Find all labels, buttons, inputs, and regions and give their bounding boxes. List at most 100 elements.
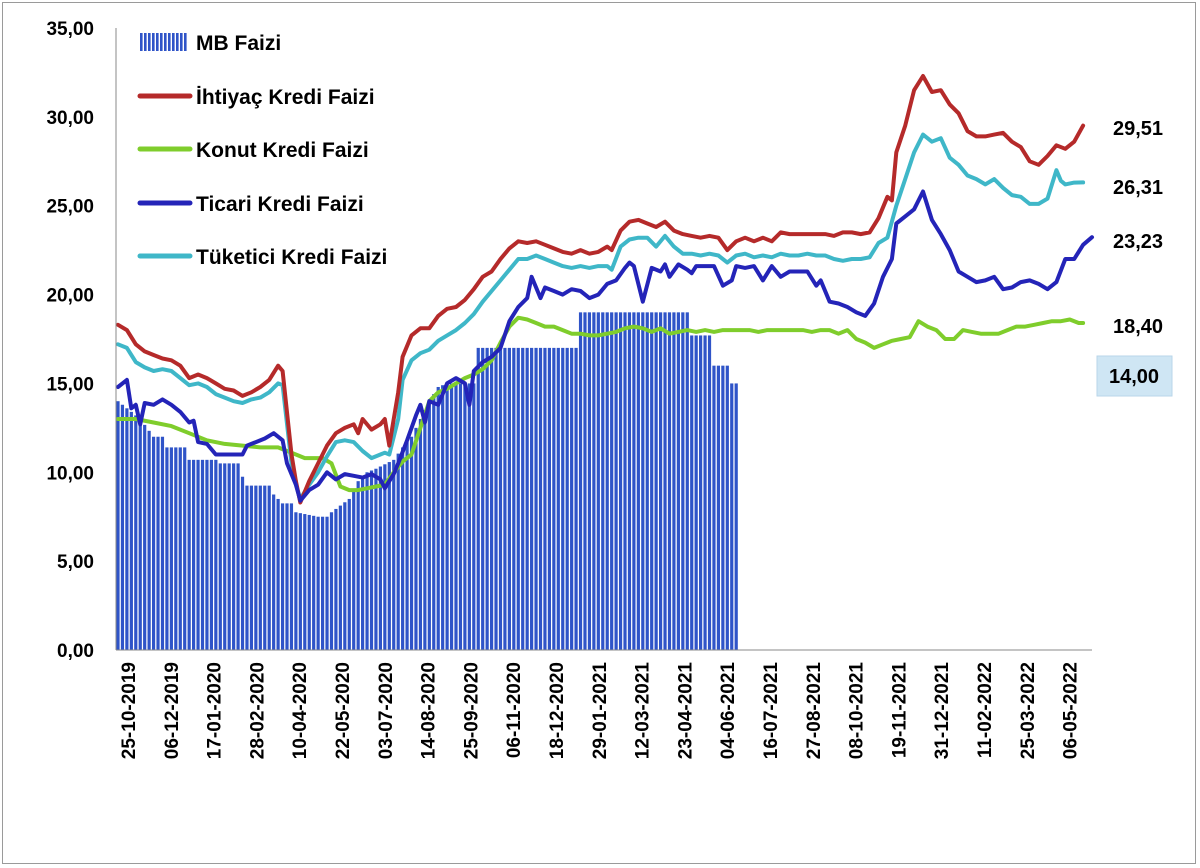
mb-faizi-bar <box>685 312 689 650</box>
legend-bar-stripe <box>176 33 179 51</box>
y-tick-label: 35,00 <box>46 19 94 40</box>
mb-faizi-bar <box>320 516 325 650</box>
mb-faizi-bar <box>556 347 560 650</box>
mb-faizi-bar <box>405 442 409 650</box>
mb-faizi-bar <box>369 470 374 650</box>
mb-faizi-bar <box>192 459 196 650</box>
mb-faizi-bar <box>303 514 307 650</box>
mb-faizi-bar <box>232 463 236 650</box>
x-tick-label: 12-03-2021 <box>633 662 654 760</box>
axes: 0,00 5,00 10,00 15,00 20,00 25,00 30,00 35,00 25… <box>46 19 1092 759</box>
ihtiyac-kredi-line <box>116 74 1086 505</box>
mb-faizi-bar <box>280 503 285 650</box>
mb-faizi-bar <box>538 347 543 650</box>
mb-faizi-bar <box>534 347 538 650</box>
mb-faizi-bar <box>463 383 467 650</box>
mb-faizi-bar <box>383 464 387 650</box>
mb-faizi-bar <box>663 312 667 650</box>
mb-faizi-bar <box>721 365 725 650</box>
x-tick-label: 03-07-2020 <box>376 662 397 759</box>
mb-faizi-bar <box>725 365 729 650</box>
mb-faizi-bar <box>565 347 569 650</box>
mb-faizi-bar <box>223 463 227 650</box>
mb-faizi-bar <box>258 485 262 650</box>
mb-faizi-bar <box>694 335 698 650</box>
x-tick-label: 06-12-2019 <box>162 662 183 759</box>
mb-faizi-bar <box>263 485 267 650</box>
mb-faizi-bar <box>165 447 169 650</box>
mb-faizi-bar <box>289 503 294 650</box>
x-tick-label: 10-04-2020 <box>290 662 311 759</box>
konut-kredi-line <box>116 315 1086 493</box>
mb-faizi-bar <box>365 472 369 650</box>
mb-faizi-bar <box>570 347 574 650</box>
mb-faizi-bar <box>267 485 271 650</box>
mb-faizi-bar <box>654 312 658 650</box>
mb-faizi-bar <box>374 468 378 650</box>
mb-faizi-bar <box>445 383 449 650</box>
mb-faizi-bar <box>489 347 494 650</box>
mb-faizi-bar <box>583 312 587 650</box>
mb-faizi-bar <box>418 418 423 650</box>
mb-faizi-bar <box>547 347 552 650</box>
mb-faizi-bar <box>147 430 151 650</box>
mb-faizi-bar <box>116 401 120 650</box>
mb-faizi-bar <box>512 347 516 650</box>
mb-faizi-bar <box>200 459 205 650</box>
mb-faizi-bar <box>658 312 663 650</box>
mb-faizi-bar <box>196 459 200 650</box>
mb-faizi-bar <box>636 312 640 650</box>
mb-faizi-bar <box>605 312 609 650</box>
y-tick-label: 15,00 <box>46 374 94 395</box>
x-tick-label: 16-07-2021 <box>761 662 782 760</box>
mb-faizi-bar <box>378 466 383 650</box>
mb-faizi-bar <box>409 436 414 650</box>
mb-faizi-bar <box>401 447 405 650</box>
mb-faizi-bar <box>734 383 738 650</box>
mb-faizi-bar <box>423 410 427 650</box>
mb-faizi-bar <box>485 347 489 650</box>
mb-faizi-bar <box>205 459 209 650</box>
legend-bar-stripe <box>164 33 167 51</box>
legend-label: İhtiyaç Kredi Faizi <box>196 86 375 109</box>
legend-ihtiyac-kredi: İhtiyaç Kredi Faizi <box>137 86 375 109</box>
mb-faizi-bar <box>699 335 703 650</box>
end-value-label: 26,31 <box>1113 177 1163 199</box>
rate-lines <box>116 74 1094 505</box>
x-tick-label: 06-05-2022 <box>1061 662 1082 759</box>
legend-bar-stripe <box>172 33 175 51</box>
mb-faizi-bar <box>543 347 547 650</box>
mb-faizi-bar <box>316 516 320 650</box>
mb-faizi-bar <box>667 312 672 650</box>
mb-faizi-bar <box>334 508 338 650</box>
mb-faizi-bar <box>676 312 680 650</box>
mb-faizi-bar <box>645 312 649 650</box>
legend-bar-stripe <box>156 33 159 51</box>
mb-faizi-bar <box>218 463 222 650</box>
mb-faizi-bar <box>507 347 511 650</box>
x-tick-label: 25-03-2022 <box>1018 662 1039 759</box>
mb-faizi-bar <box>312 515 316 650</box>
mb-faizi-bar <box>632 312 636 650</box>
legend-ticari-kredi: Ticari Kredi Faizi <box>137 193 364 216</box>
mb-faizi-bar <box>174 447 178 650</box>
mb-faizi-bar <box>441 385 445 650</box>
mb-faizi-bar <box>596 312 600 650</box>
mb-faizi-bar <box>249 485 254 650</box>
mb-faizi-bar <box>338 505 342 650</box>
mb-faizi-bar <box>387 462 391 650</box>
legend-bar-stripe <box>152 33 155 51</box>
legend-bar-stripe <box>184 33 187 51</box>
x-tick-label: 08-10-2021 <box>847 662 868 760</box>
legend-bar-stripe <box>180 33 183 51</box>
y-tick-label: 20,00 <box>46 286 94 307</box>
x-tick-label: 31-12-2021 <box>932 662 953 760</box>
mb-faizi-bar <box>436 386 440 650</box>
x-tick-label: 27-08-2021 <box>804 662 825 760</box>
mb-faizi-bar <box>347 498 351 650</box>
mb-faizi-bar <box>187 459 191 650</box>
mb-faizi-bar <box>307 514 311 650</box>
mb-faizi-bar <box>151 436 156 650</box>
mb-faizi-bar <box>329 512 334 650</box>
